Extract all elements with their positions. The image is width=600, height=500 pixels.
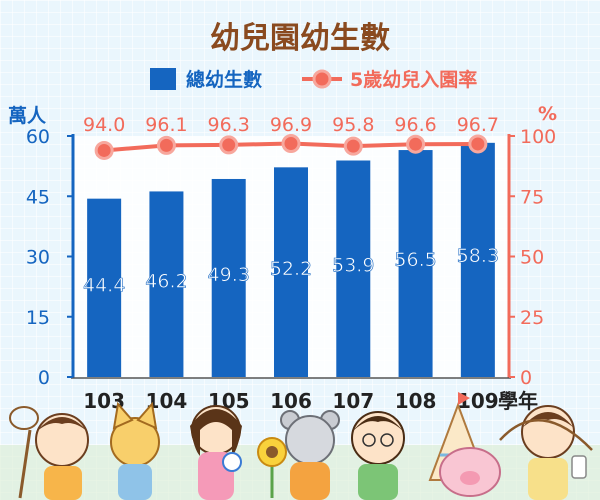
pig-snout-icon (460, 471, 480, 485)
x-tick-label: 106 (270, 389, 312, 413)
x-tick-labels: 103 104 105 106 107 108 109 (83, 389, 498, 413)
bear-body-icon (290, 462, 330, 500)
flag-icon (458, 392, 470, 405)
rate-value-label: 95.8 (332, 114, 374, 136)
left-tick-label: 0 (38, 367, 50, 389)
girl-hair-icon (190, 409, 242, 456)
left-tick-label: 60 (26, 126, 50, 148)
ball-icon (222, 452, 242, 472)
cat-ear-icon (112, 401, 134, 430)
right-tick-labels: 0 25 50 75 100 (509, 126, 556, 389)
left-tick-labels: 0 15 30 45 60 (26, 126, 73, 389)
right-tick-label: 25 (520, 307, 544, 329)
rate-point (94, 140, 114, 160)
bar-value-label: 56.5 (394, 249, 436, 271)
x-axis-label: 學年 (498, 389, 538, 413)
net-icon (9, 406, 39, 430)
line-series (94, 133, 488, 160)
bar (336, 160, 371, 377)
child-hair-icon (36, 417, 88, 432)
rate-point (281, 133, 301, 153)
bar-value-label: 46.2 (145, 271, 187, 293)
bar-value-label: 49.3 (208, 264, 250, 286)
bar (149, 191, 184, 377)
x-tick-label: 107 (332, 389, 374, 413)
right-tick-label: 75 (520, 186, 544, 208)
right-tick-label: 0 (520, 367, 532, 389)
bar-value-label: 53.9 (332, 254, 374, 276)
bar-value-label: 58.3 (457, 245, 499, 267)
left-axis-unit: 萬人 (8, 105, 47, 127)
rate-value-label: 96.3 (208, 114, 250, 136)
rate-point (343, 136, 363, 156)
cat-body-icon (118, 464, 152, 500)
rate-value-label: 96.7 (457, 114, 499, 136)
bar-series (87, 142, 495, 377)
boy-hair-icon (352, 416, 404, 432)
x-tick-label: 108 (395, 389, 437, 413)
left-tick-label: 30 (26, 247, 50, 269)
lantern-icon (571, 455, 587, 479)
cat-ear-icon (136, 401, 158, 430)
child-right-hair-icon (522, 412, 574, 428)
legend: 總幼生數 5歲幼兒入園率 (150, 68, 477, 91)
left-tick-label: 45 (26, 186, 50, 208)
bar (398, 150, 433, 377)
fishing-rod-icon (499, 419, 593, 451)
rate-point (468, 134, 488, 154)
legend-line-marker (312, 69, 332, 89)
rate-point (406, 134, 426, 154)
rate-value-label: 96.1 (145, 114, 187, 136)
legend-bar-swatch (150, 68, 176, 90)
right-tick-label: 100 (520, 126, 556, 148)
glasses-icon (362, 433, 376, 447)
child-right-body-icon (528, 458, 568, 500)
bar (87, 198, 122, 377)
rate-value-label: 94.0 (83, 114, 125, 136)
rate-value-label: 96.9 (270, 114, 312, 136)
legend-line-label: 5歲幼兒入園率 (350, 68, 477, 91)
boy-body-icon (358, 464, 398, 500)
line-value-labels: 94.0 96.1 96.3 96.9 95.8 96.6 96.7 (83, 114, 499, 136)
bar (274, 167, 308, 377)
bar (460, 142, 495, 377)
bar-value-label: 44.4 (83, 274, 125, 296)
right-tick-label: 50 (520, 247, 544, 269)
cartoon-children-illustration (0, 392, 600, 500)
left-tick-label: 15 (26, 307, 50, 329)
bar-value-labels: 44.4 46.2 49.3 52.2 53.9 56.5 58.3 (83, 245, 500, 297)
bar (211, 178, 246, 377)
bar-value-label: 52.2 (270, 258, 312, 280)
sunflower-center-icon (266, 446, 278, 458)
legend-bar-label: 總幼生數 (186, 68, 262, 91)
rate-value-label: 96.6 (394, 114, 436, 136)
rate-point (219, 135, 239, 155)
glasses-icon (380, 433, 394, 447)
child-body-icon (44, 466, 82, 500)
net-pole-icon (18, 429, 32, 499)
chart-title: 幼兒園幼生數 (210, 21, 390, 56)
bear-face-icon (285, 415, 335, 465)
rate-point (156, 135, 176, 155)
right-axis-unit: % (538, 103, 557, 125)
